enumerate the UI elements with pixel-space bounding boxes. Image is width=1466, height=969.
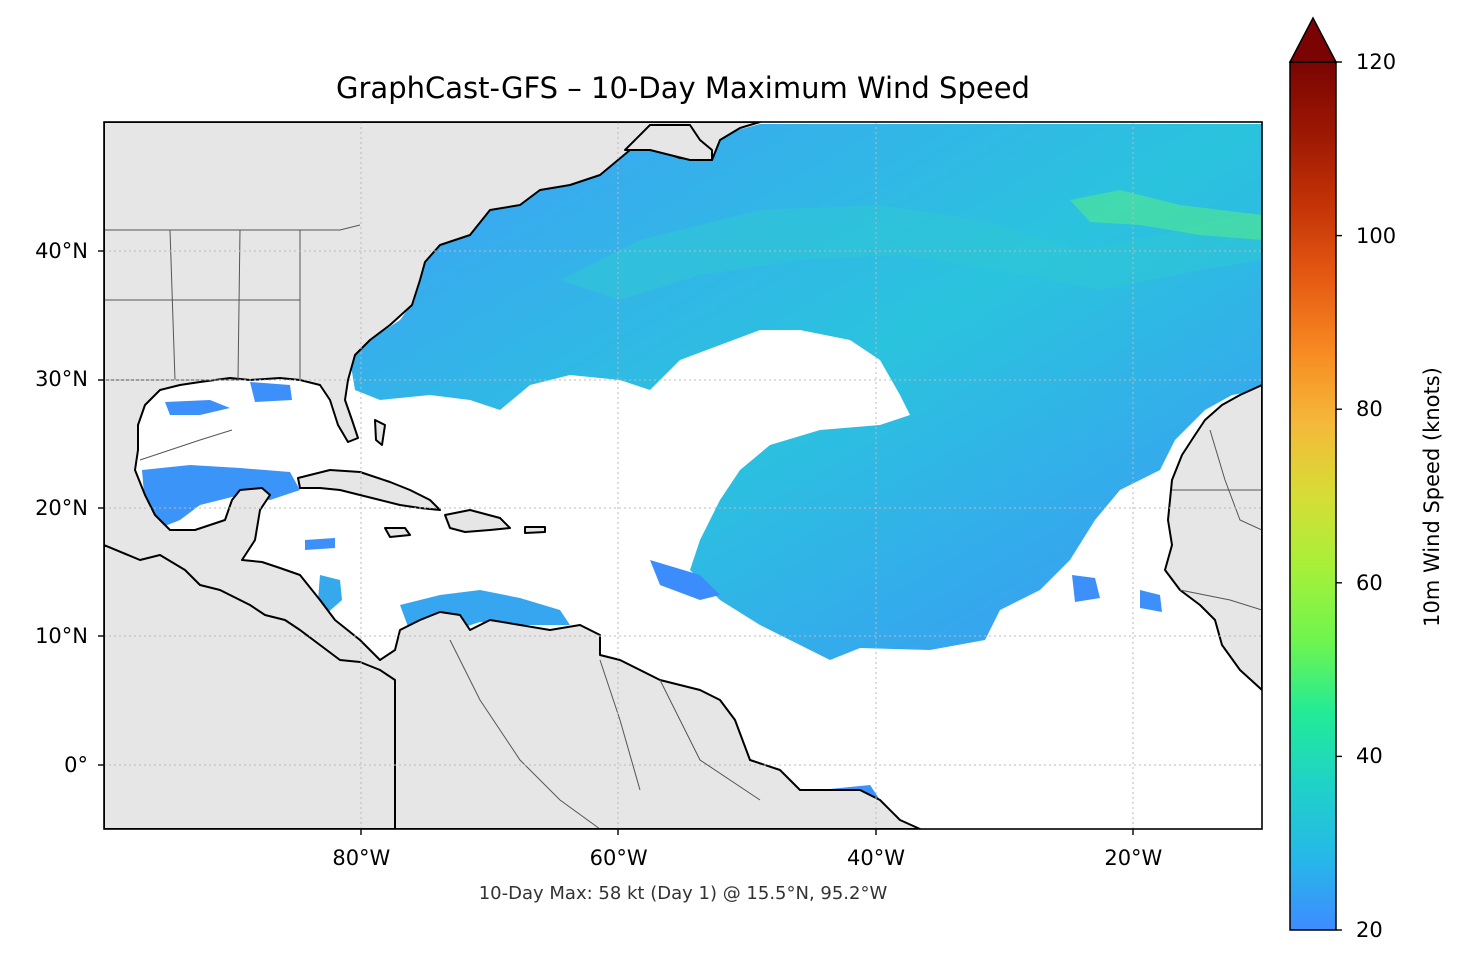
colorbar-frame [1289, 61, 1337, 931]
wind-gulf-of-mexico [142, 465, 300, 528]
colorbar-tick-label: 80 [1356, 397, 1383, 422]
lat-tick-label: 30°N [35, 367, 88, 392]
lat-tick-label: 40°N [35, 238, 88, 263]
peak-caption: 10-Day Max: 58 kt (Day 1) @ 15.5°N, 95.2… [478, 883, 888, 904]
figure-title: GraphCast-GFS – 10-Day Maximum Wind Spee… [336, 71, 1030, 105]
wind-gulf-north [165, 400, 230, 415]
colorbar-tick-label: 40 [1356, 744, 1383, 769]
colorbar-tick-label: 120 [1356, 50, 1397, 74]
axis-ticks [98, 250, 1134, 835]
colorbar-body [1290, 62, 1336, 930]
land-newfoundland [624, 124, 713, 161]
wind-gulf-north-2 [250, 382, 292, 402]
lat-tick-label: 10°N [35, 624, 88, 649]
colorbar-tick-label: 100 [1356, 223, 1397, 248]
graticule [104, 122, 1262, 829]
lat-tick-label: 0° [64, 752, 88, 777]
land-hispaniola [444, 509, 511, 533]
wind-high-streak [1070, 190, 1262, 240]
lon-tick-label: 20°W [1104, 846, 1163, 870]
lon-tick-label: 80°W [332, 846, 391, 870]
lon-tick-label: 40°W [847, 846, 905, 870]
land-africa [1164, 384, 1262, 691]
land-jamaica [384, 527, 411, 538]
political-borders [104, 224, 1262, 829]
land-puerto-rico [524, 526, 546, 534]
land-bahamas [374, 419, 386, 446]
colorbar [1288, 16, 1342, 931]
wind-caribbean-central [305, 538, 335, 550]
map-frame [103, 121, 1263, 830]
colorbar-label: 10m Wind Speed (knots) [1420, 367, 1444, 627]
land-masses [104, 122, 1262, 829]
colorbar-extend-arrow [1288, 16, 1338, 63]
wind-tropical-band [650, 560, 720, 600]
colorbar-tick-label: 20 [1356, 918, 1383, 942]
wind-canary [1072, 575, 1100, 602]
lon-tick-label: 60°W [589, 846, 648, 870]
lat-tick-label: 20°N [35, 495, 88, 520]
wind-west-africa [1140, 590, 1162, 612]
map-area [104, 122, 1262, 829]
wind-mid-atlantic-jet [560, 205, 1262, 300]
land-north-america [104, 122, 921, 829]
colorbar-tick-label: 60 [1356, 570, 1383, 595]
